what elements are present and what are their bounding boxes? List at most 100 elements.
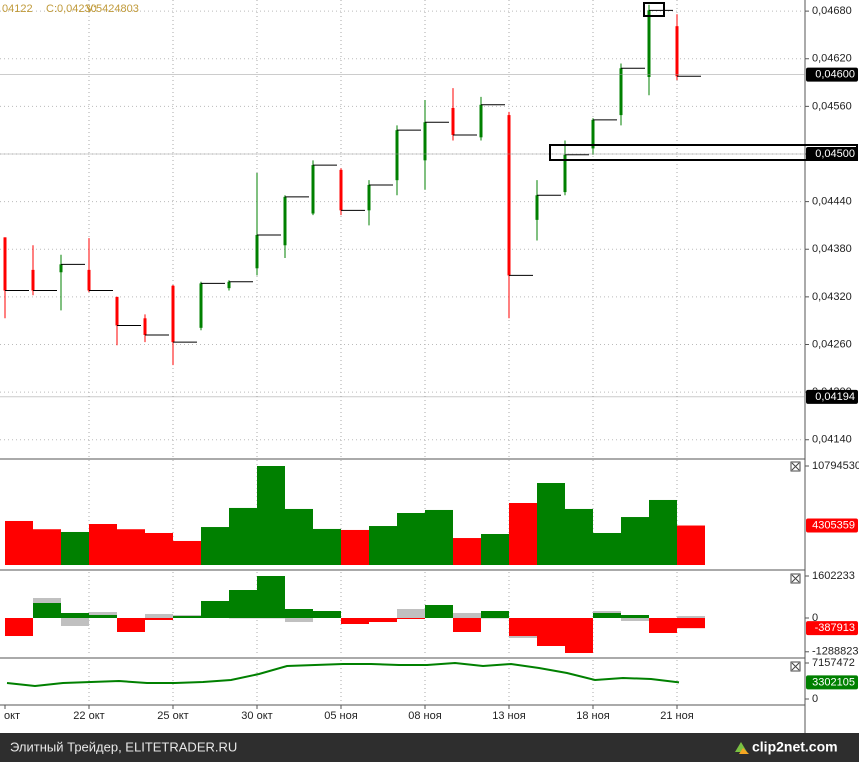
x-tick-label: 08 ноя bbox=[408, 710, 441, 722]
candle-body bbox=[3, 237, 7, 291]
bar bbox=[509, 503, 537, 565]
price-tag: 4305359 bbox=[812, 519, 855, 531]
footer-text: Элитный Трейдер, ELITETRADER.RU bbox=[10, 739, 237, 754]
bar bbox=[145, 532, 173, 565]
y-tick-label: 0,04140 bbox=[812, 434, 852, 446]
candle-body bbox=[591, 119, 595, 149]
bar bbox=[621, 615, 649, 618]
candle-body bbox=[115, 296, 119, 326]
candle-body bbox=[59, 264, 63, 273]
bar bbox=[257, 575, 285, 618]
bar bbox=[61, 617, 89, 626]
candle-body bbox=[507, 115, 511, 276]
bar bbox=[453, 538, 481, 565]
y-tick-label: 0,04380 bbox=[812, 243, 852, 255]
bar bbox=[173, 616, 201, 618]
y-tick-label: 0,04680 bbox=[812, 5, 852, 17]
close-icon[interactable] bbox=[790, 573, 801, 584]
header-text: C:0,04230 bbox=[46, 3, 97, 15]
y-tick-label: 0,04620 bbox=[812, 53, 852, 65]
price-tag: 0,04600 bbox=[815, 69, 855, 81]
bar bbox=[117, 617, 145, 632]
bar bbox=[341, 617, 369, 625]
y-tick-label: 0 bbox=[812, 693, 818, 705]
bar bbox=[61, 531, 89, 565]
price-tag: 0,04194 bbox=[815, 391, 855, 403]
bar bbox=[61, 612, 89, 618]
bar bbox=[677, 617, 705, 629]
bar bbox=[425, 604, 453, 618]
bar bbox=[425, 509, 453, 565]
candle-body bbox=[87, 269, 91, 291]
bar bbox=[89, 615, 117, 618]
candle-body bbox=[227, 281, 231, 289]
y-tick-label: 1602233 bbox=[812, 570, 855, 582]
price-tag-bg bbox=[806, 389, 858, 404]
bar bbox=[621, 617, 649, 621]
logo bbox=[735, 742, 749, 754]
bar bbox=[481, 617, 509, 619]
bar bbox=[677, 525, 705, 565]
bar bbox=[453, 612, 481, 618]
candle-body bbox=[171, 285, 175, 343]
bar bbox=[369, 617, 397, 623]
x-tick-label: 25 окт bbox=[157, 710, 188, 722]
bar bbox=[565, 617, 593, 653]
bar bbox=[313, 611, 341, 618]
bar bbox=[89, 524, 117, 565]
bar bbox=[201, 527, 229, 565]
x-tick-label: 21 ноя bbox=[660, 710, 693, 722]
y-tick-label: 0,04260 bbox=[812, 338, 852, 350]
bar bbox=[229, 507, 257, 565]
x-tick-label: 18 ноя bbox=[576, 710, 609, 722]
price-tag-bg bbox=[806, 67, 858, 82]
bar bbox=[677, 616, 705, 618]
bar bbox=[397, 609, 425, 618]
bar bbox=[593, 532, 621, 565]
candle-body bbox=[367, 184, 371, 211]
candle-body bbox=[31, 269, 35, 291]
candle-body bbox=[395, 130, 399, 181]
price-tag: 3302105 bbox=[812, 676, 855, 688]
bar bbox=[481, 611, 509, 618]
bar bbox=[229, 590, 257, 618]
bar bbox=[453, 617, 481, 632]
x-tick-label: окт bbox=[4, 710, 20, 722]
candle-body bbox=[647, 10, 651, 77]
bar bbox=[649, 499, 677, 565]
bar bbox=[593, 612, 621, 618]
bar bbox=[117, 529, 145, 565]
candle-body bbox=[255, 234, 259, 269]
bar bbox=[257, 466, 285, 565]
close-icon[interactable] bbox=[790, 461, 801, 472]
header-text: 04122 bbox=[2, 3, 33, 15]
candle-body bbox=[675, 26, 679, 77]
bar bbox=[229, 617, 257, 619]
header-text: V:5424803 bbox=[86, 3, 139, 15]
bar bbox=[285, 609, 313, 618]
price-tag-bg bbox=[806, 146, 858, 161]
close-icon[interactable] bbox=[790, 661, 801, 672]
candle-body bbox=[479, 104, 483, 138]
bar bbox=[369, 526, 397, 565]
bar bbox=[509, 617, 537, 637]
highlight-box bbox=[549, 144, 858, 161]
plot: окт 22 окт 25 окт 30 окт 05 ноя 08 ноя 13 ноя 1… bbox=[0, 0, 859, 722]
bar bbox=[285, 508, 313, 565]
candle-body bbox=[535, 195, 539, 220]
watermark: clip2net.com bbox=[752, 739, 838, 755]
bar bbox=[481, 534, 509, 565]
bar bbox=[621, 517, 649, 565]
bar bbox=[397, 512, 425, 565]
bar bbox=[341, 529, 369, 565]
bar bbox=[257, 617, 285, 619]
price-tag-bg bbox=[806, 621, 858, 636]
price-tag-bg bbox=[806, 518, 858, 533]
footer-bar bbox=[0, 733, 859, 762]
bar bbox=[649, 617, 677, 633]
x-tick-label: 05 ноя bbox=[324, 710, 357, 722]
y-tick-label: 7157472 bbox=[812, 657, 855, 669]
candle-body bbox=[143, 318, 147, 335]
candle-body bbox=[563, 154, 567, 193]
